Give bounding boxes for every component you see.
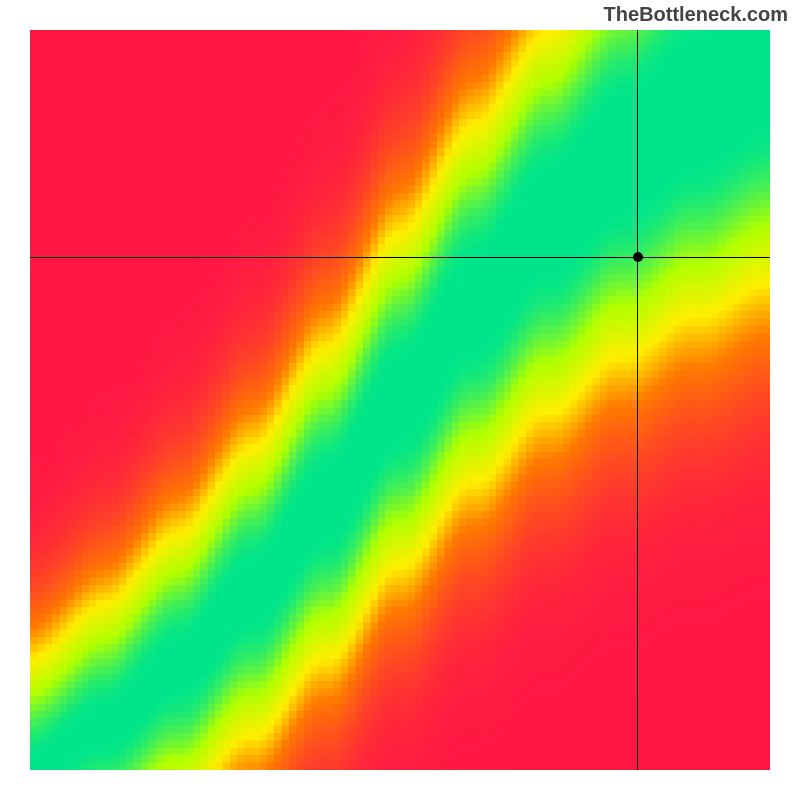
- bottleneck-heatmap: [30, 30, 770, 770]
- chart-container: TheBottleneck.com: [0, 0, 800, 800]
- watermark-text: TheBottleneck.com: [604, 4, 788, 27]
